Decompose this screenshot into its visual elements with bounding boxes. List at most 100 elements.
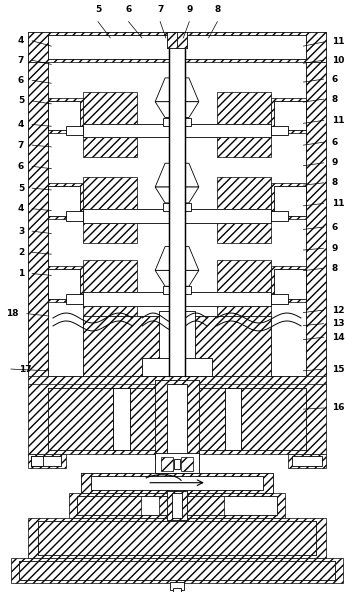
- Bar: [172, 316, 271, 375]
- Text: 11: 11: [332, 37, 344, 46]
- Bar: [169, 263, 185, 270]
- Bar: [217, 137, 271, 157]
- Text: 6: 6: [332, 138, 338, 147]
- Bar: [173, 588, 181, 592]
- Bar: [38, 522, 316, 555]
- Text: 8: 8: [332, 264, 338, 273]
- Bar: [48, 186, 80, 216]
- Bar: [181, 457, 193, 471]
- Bar: [81, 473, 273, 492]
- Text: 13: 13: [332, 319, 344, 328]
- Bar: [217, 260, 271, 292]
- Bar: [48, 388, 306, 450]
- Polygon shape: [155, 187, 199, 203]
- Bar: [83, 209, 271, 223]
- Bar: [28, 32, 326, 390]
- Bar: [155, 380, 199, 459]
- Bar: [113, 388, 130, 450]
- Text: 18: 18: [6, 309, 19, 318]
- Bar: [288, 454, 326, 468]
- Bar: [217, 177, 271, 209]
- Text: 5: 5: [95, 5, 101, 14]
- Text: 11: 11: [332, 199, 344, 208]
- Bar: [271, 183, 306, 219]
- Bar: [83, 124, 271, 137]
- Text: 5: 5: [18, 184, 24, 192]
- Bar: [169, 179, 185, 187]
- Text: 10: 10: [332, 56, 344, 65]
- Text: 11: 11: [332, 116, 344, 125]
- Text: 7: 7: [18, 141, 24, 150]
- Bar: [48, 98, 83, 134]
- Bar: [163, 203, 191, 211]
- Text: 8: 8: [214, 5, 221, 14]
- Bar: [19, 561, 335, 580]
- Bar: [271, 294, 288, 304]
- Bar: [31, 456, 61, 466]
- Bar: [159, 311, 195, 375]
- Bar: [48, 388, 113, 450]
- Text: 1: 1: [18, 269, 24, 278]
- Bar: [83, 124, 271, 137]
- Bar: [163, 286, 191, 294]
- Text: 6: 6: [125, 5, 132, 14]
- Text: 9: 9: [332, 244, 338, 253]
- Bar: [159, 495, 224, 516]
- Text: 12: 12: [332, 306, 344, 315]
- Bar: [170, 582, 184, 590]
- Bar: [177, 32, 187, 48]
- Text: 6: 6: [18, 76, 24, 85]
- Bar: [48, 48, 306, 375]
- Bar: [91, 476, 263, 489]
- Bar: [83, 223, 137, 242]
- Bar: [28, 62, 48, 375]
- Bar: [77, 495, 277, 516]
- Bar: [11, 558, 343, 583]
- Text: 7: 7: [157, 5, 163, 14]
- Text: 9: 9: [332, 158, 338, 168]
- Bar: [83, 177, 137, 209]
- Polygon shape: [155, 163, 199, 187]
- Text: 7: 7: [18, 56, 24, 65]
- Bar: [66, 294, 83, 304]
- Bar: [271, 125, 288, 135]
- Bar: [274, 270, 306, 299]
- Bar: [83, 260, 137, 292]
- Bar: [155, 380, 199, 459]
- Bar: [172, 492, 182, 519]
- Bar: [19, 561, 335, 580]
- Bar: [83, 137, 137, 157]
- Text: 2: 2: [18, 248, 24, 257]
- Bar: [241, 388, 306, 450]
- Bar: [271, 267, 306, 302]
- Bar: [83, 292, 271, 306]
- Bar: [167, 32, 177, 48]
- Polygon shape: [155, 102, 199, 118]
- Bar: [81, 473, 273, 492]
- Text: 14: 14: [332, 333, 344, 342]
- Bar: [38, 522, 316, 555]
- Bar: [172, 316, 271, 375]
- Text: 17: 17: [19, 365, 32, 374]
- Bar: [48, 35, 306, 59]
- Bar: [167, 32, 187, 48]
- Text: 8: 8: [332, 94, 338, 103]
- Bar: [83, 209, 271, 223]
- Bar: [83, 316, 182, 375]
- Text: 6: 6: [18, 162, 24, 171]
- Bar: [83, 306, 137, 326]
- Text: 4: 4: [18, 204, 24, 213]
- Bar: [142, 358, 212, 375]
- Bar: [174, 459, 180, 469]
- Text: 4: 4: [18, 36, 24, 45]
- Bar: [185, 388, 225, 450]
- Bar: [217, 306, 271, 326]
- Bar: [167, 491, 187, 520]
- Text: 4: 4: [18, 120, 24, 129]
- Bar: [83, 316, 182, 375]
- Text: 8: 8: [332, 178, 338, 187]
- Bar: [167, 491, 187, 520]
- Text: 5: 5: [18, 96, 24, 105]
- Text: 6: 6: [332, 75, 338, 84]
- Bar: [155, 453, 199, 473]
